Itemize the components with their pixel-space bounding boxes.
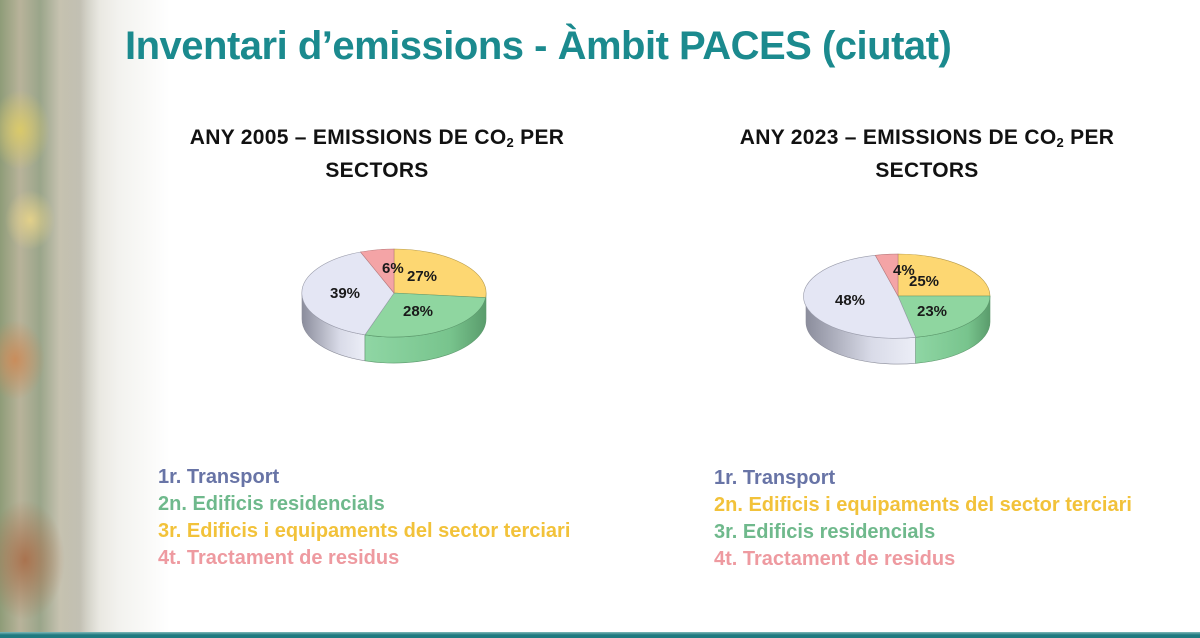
slide-title: Inventari d’emissions - Àmbit PACES (ciu… [125,24,952,68]
pie-slice-residencial [364,292,486,338]
legend-item-residencial: 3r. Edificis residencials [714,521,936,543]
chart-title-text: PER [514,126,565,149]
legend-2005: 1r. Transport 2n. Edificis residencials … [158,464,570,572]
pie-chart-2005: 6% 27% 28% 39% [301,248,487,364]
pct-label-terciari: 25% [909,273,939,290]
pct-label-residus: 6% [382,260,404,277]
legend-item-terciari: 3r. Edificis i equipaments del sector te… [158,520,571,542]
chart-title-text: SECTORS [875,159,979,182]
legend-item-transport: 1r. Transport [714,467,836,489]
pie-slice-terciari [897,253,991,297]
legend-item-residus: 4t. Tractament de residus [158,547,400,569]
chart-title-text: ANY 2005 – EMISSIONS DE CO [189,126,507,149]
chart-title-text: SECTORS [325,159,429,182]
chart-title-text: ANY 2023 – EMISSIONS DE CO [739,126,1057,149]
chart-title-2005: ANY 2005 – EMISSIONS DE CO2 PER SECTORS [117,124,637,185]
legend-item-transport: 1r. Transport [158,466,280,488]
chart-title-text: PER [1064,126,1115,149]
chart-title-2023: ANY 2023 – EMISSIONS DE CO2 PER SECTORS [667,124,1187,185]
pie-slice-transport [803,254,917,339]
forest-background-image [0,0,170,632]
chart-title-subscript: 2 [1056,135,1064,150]
legend-item-terciari: 2n. Edificis i equipaments del sector te… [714,494,1132,516]
pie-chart-2023: 4% 25% 23% 48% [803,253,991,365]
footer-divider [0,632,1200,638]
pct-label-terciari: 27% [407,268,437,285]
pie-slice-transport [301,251,395,336]
pct-label-residencial: 28% [403,303,433,320]
chart-title-subscript: 2 [506,135,514,150]
pie-slice-residus [359,248,395,294]
pct-label-transport: 48% [835,292,865,309]
legend-2023: 1r. Transport 2n. Edificis i equipaments… [714,465,1132,573]
legend-item-residus: 4t. Tractament de residus [714,548,956,570]
pie-slice-residus [874,253,899,298]
pct-label-residus: 4% [893,262,915,279]
pct-label-residencial: 23% [917,303,947,320]
pct-label-transport: 39% [330,285,360,302]
pie-slice-residencial [897,295,991,338]
legend-item-residencial: 2n. Edificis residencials [158,493,385,515]
pie-slice-terciari [393,248,487,298]
